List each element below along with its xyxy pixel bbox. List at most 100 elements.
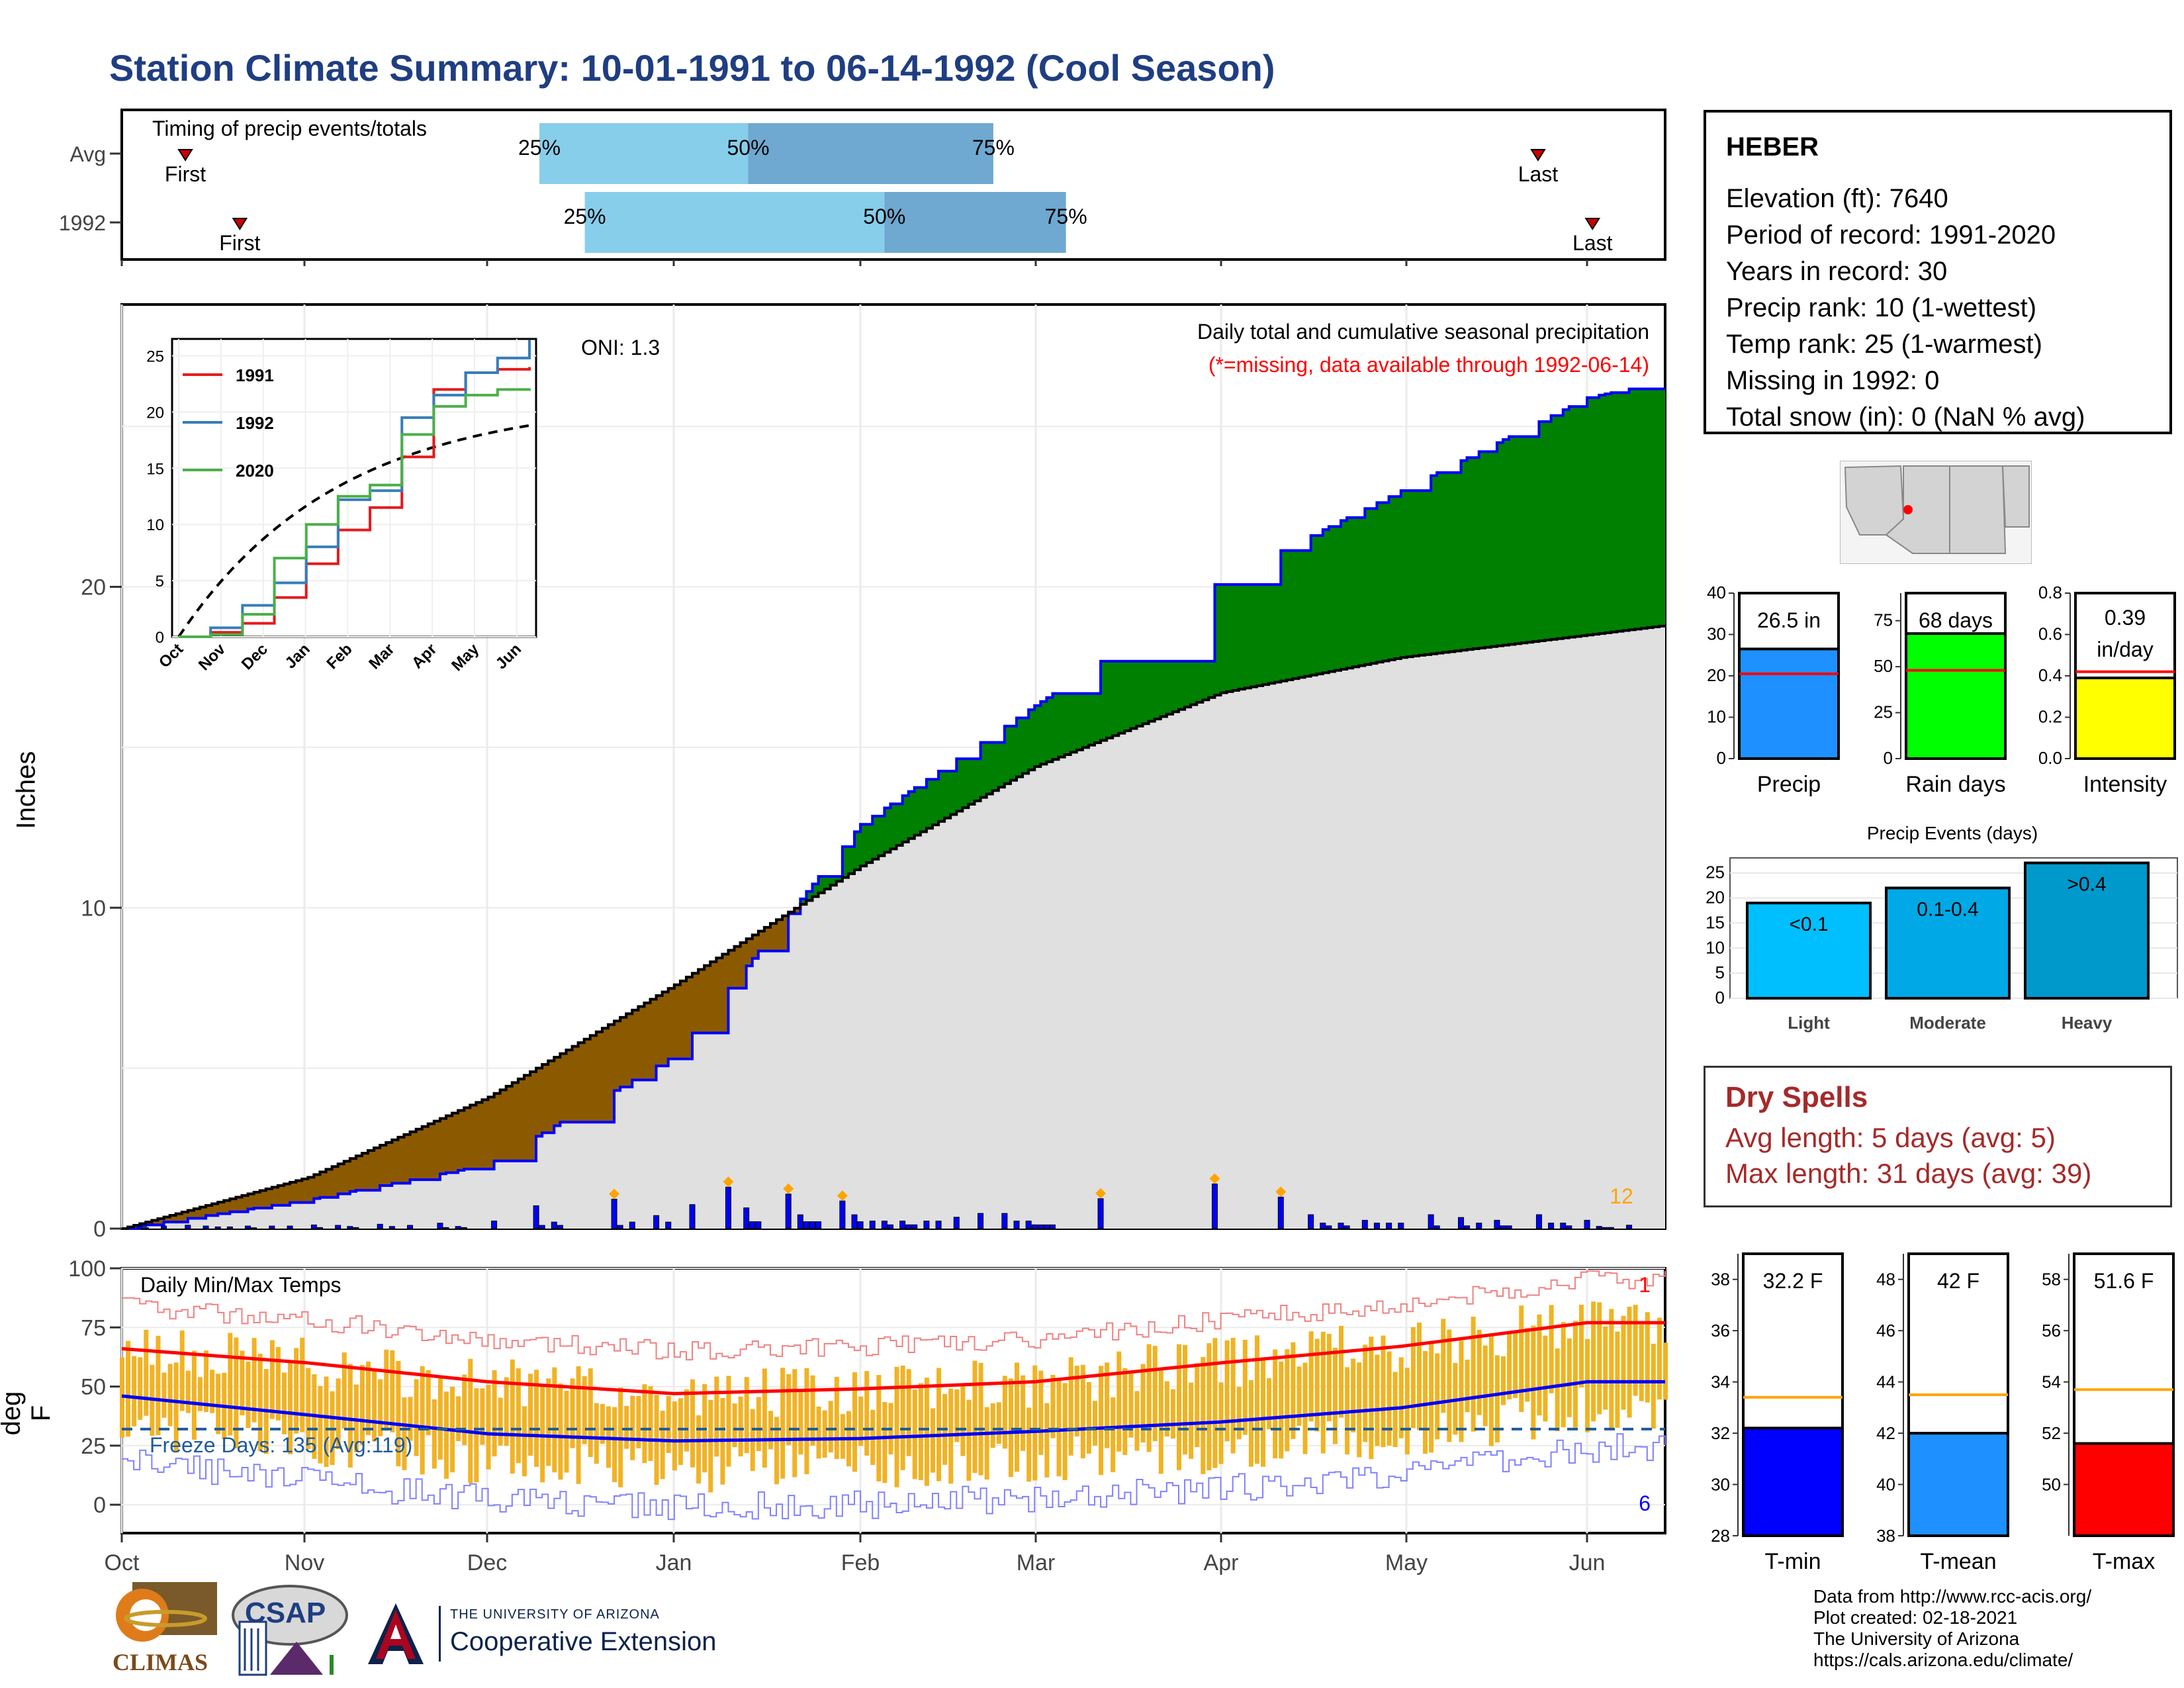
- events-ytick-label: 15: [1706, 912, 1725, 932]
- record-low-count: 6: [1639, 1491, 1651, 1515]
- temp-ytick-label: 25: [81, 1434, 106, 1459]
- daily-temp-bar: [1567, 1338, 1572, 1417]
- daily-temp-bar: [257, 1353, 263, 1452]
- daily-temp-bar: [390, 1350, 395, 1432]
- daily-precip-bar: [1566, 1225, 1572, 1229]
- daily-temp-bar: [126, 1340, 131, 1437]
- inset-ytick-label: 25: [146, 348, 164, 365]
- summary-ytick-label: 20: [1707, 665, 1726, 685]
- daily-precip-bar: [911, 1224, 918, 1229]
- daily-temp-bar: [594, 1403, 599, 1464]
- daily-temp-bar: [492, 1370, 497, 1457]
- precip-avg-fill: [122, 625, 1665, 1229]
- daily-precip-bar: [797, 1214, 803, 1229]
- daily-temp-bar: [443, 1391, 449, 1479]
- daily-temp-bar: [1513, 1331, 1518, 1398]
- daily-temp-bar: [1429, 1342, 1434, 1453]
- daily-precip-bar: [1428, 1214, 1434, 1229]
- dry-spells-avg: Avg length: 5 days (avg: 5): [1725, 1122, 2056, 1153]
- daily-temp-bar: [366, 1361, 371, 1435]
- daily-precip-bar: [665, 1221, 672, 1229]
- temp-ytick-label: 100: [68, 1256, 106, 1282]
- daily-temp-bar: [774, 1417, 780, 1485]
- precip-annotation: Daily total and cumulative seasonal prec…: [1197, 320, 1649, 344]
- precip-event-bar: [1746, 902, 1872, 1000]
- month-label: Apr: [1204, 1550, 1239, 1575]
- daily-precip-bar: [203, 1225, 209, 1229]
- missing-note: (*=missing, data available through 1992-…: [1208, 353, 1649, 377]
- timing-q75-label: 75%: [972, 136, 1015, 160]
- tempbar-ytick-label: 54: [2042, 1372, 2061, 1392]
- temp-ytick-label: 0: [93, 1493, 106, 1518]
- daily-precip-bar: [1211, 1184, 1218, 1229]
- daily-precip-bar: [1013, 1221, 1020, 1229]
- daily-temp-bar: [1285, 1349, 1290, 1452]
- daily-temp-bar: [570, 1378, 575, 1448]
- timing-row-label: 1992: [59, 211, 106, 235]
- tempbar-ytick-label: 50: [2042, 1475, 2061, 1495]
- daily-temp-bar: [1339, 1325, 1344, 1418]
- daily-temp-bar: [678, 1398, 683, 1466]
- daily-temp-bar: [1032, 1365, 1038, 1481]
- daily-temp-bar: [347, 1364, 353, 1468]
- daily-temp-bar: [474, 1388, 479, 1483]
- daily-temp-bar: [564, 1391, 569, 1473]
- daily-precip-bar: [785, 1194, 792, 1229]
- daily-temp-bar: [1447, 1329, 1452, 1442]
- daily-temp-bar: [744, 1377, 749, 1454]
- climas-sun-icon: [116, 1582, 217, 1642]
- inset-frame: [171, 338, 537, 638]
- daily-temp-bar: [996, 1402, 1001, 1444]
- daily-temp-bar: [540, 1385, 545, 1483]
- summary-ytick-label: 0.4: [2038, 665, 2062, 685]
- daily-temp-bar: [1657, 1317, 1662, 1400]
- page-title: Station Climate Summary: 10-01-1991 to 0…: [109, 47, 1275, 89]
- heavy-event-marker: [1095, 1188, 1107, 1199]
- daily-precip-bar: [815, 1221, 822, 1229]
- daily-temp-bar: [204, 1350, 209, 1413]
- tempbar-bar: [1907, 1432, 2009, 1537]
- daily-temp-bar: [1555, 1348, 1560, 1432]
- daily-temp-bar: [432, 1399, 437, 1469]
- dry-spells-max: Max length: 31 days (avg: 39): [1725, 1158, 2092, 1189]
- daily-precip-bar: [617, 1225, 623, 1229]
- summary-bar-label: Intensity: [2083, 772, 2167, 797]
- daily-temp-bar: [1021, 1375, 1026, 1451]
- events-ytick-label: 20: [1706, 888, 1725, 908]
- daily-temp-bar: [1206, 1343, 1212, 1471]
- daily-temp-bar: [666, 1395, 671, 1454]
- daily-precip-bar: [1049, 1224, 1056, 1229]
- climas-logo: CLIMAS: [106, 1582, 218, 1681]
- record-high-line: [122, 1270, 1666, 1361]
- daily-temp-bar: [672, 1401, 677, 1471]
- daily-temp-bar: [798, 1391, 803, 1455]
- station-line: Temp rank: 25 (1-warmest): [1726, 330, 2042, 359]
- daily-precip-bar: [881, 1221, 887, 1229]
- summary-ytick-label: 75: [1874, 610, 1893, 630]
- daily-precip-bar: [1326, 1225, 1332, 1229]
- precip-ytick-label: 10: [81, 896, 106, 921]
- daily-precip-bar: [437, 1223, 443, 1229]
- daily-temp-bar: [936, 1368, 942, 1481]
- precip-ytick-label: 0: [93, 1217, 106, 1242]
- daily-precip-bar: [551, 1221, 557, 1229]
- daily-temp-bar: [1410, 1327, 1416, 1429]
- daily-temp-bar: [359, 1364, 365, 1445]
- daily-temp-bar: [372, 1369, 377, 1442]
- summary-value-label: 0.39: [2105, 606, 2146, 630]
- daily-temp-bar: [1404, 1368, 1410, 1455]
- daily-temp-bar: [1549, 1305, 1554, 1393]
- daily-temp-bar: [1080, 1364, 1085, 1459]
- daily-temp-bar: [642, 1384, 647, 1464]
- daily-precip-bar: [1025, 1221, 1032, 1229]
- daily-temp-bar: [522, 1406, 527, 1477]
- daily-temp-bar: [1140, 1364, 1146, 1443]
- summary-ytick-label: 0: [1717, 748, 1726, 768]
- daily-precip-bar: [1457, 1217, 1464, 1229]
- daily-temp-bar: [504, 1377, 509, 1446]
- daily-temp-bar: [1152, 1346, 1158, 1442]
- daily-temp-bar: [396, 1360, 401, 1467]
- daily-precip-bar: [611, 1199, 617, 1229]
- month-label: Feb: [841, 1550, 880, 1575]
- daily-precip-bar: [1602, 1227, 1608, 1229]
